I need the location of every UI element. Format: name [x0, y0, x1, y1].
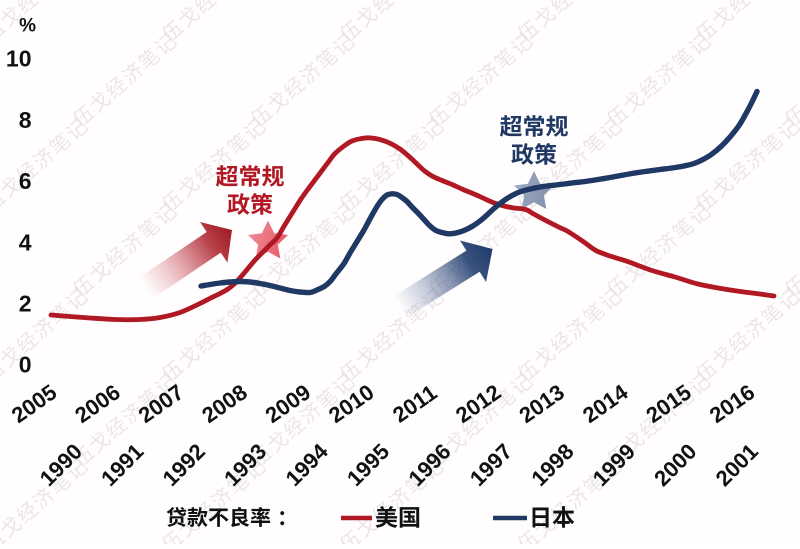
svg-text:0: 0 [19, 352, 32, 378]
svg-text:8: 8 [19, 107, 32, 133]
svg-text:2: 2 [19, 291, 32, 317]
svg-text:%: % [19, 16, 36, 37]
svg-text:4: 4 [19, 229, 32, 255]
svg-text:10: 10 [6, 46, 32, 72]
svg-text:6: 6 [19, 168, 32, 194]
